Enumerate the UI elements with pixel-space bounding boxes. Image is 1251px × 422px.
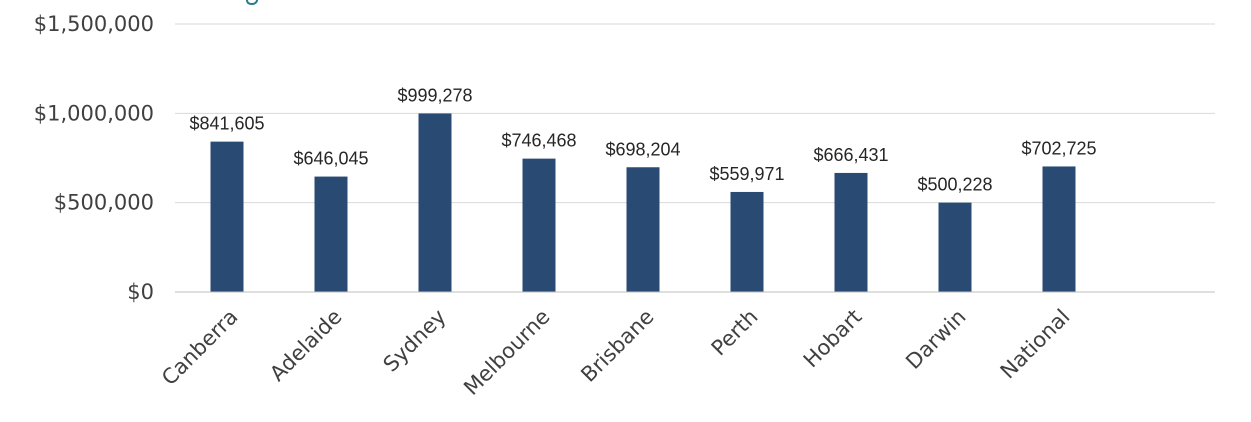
data-label-brisbane: $698,204 [605, 139, 680, 159]
y-tick-label: $1,000,000 [34, 101, 154, 125]
bar-hobart [834, 172, 868, 292]
x-tick-label-canberra: Canberra [157, 305, 242, 390]
bars [210, 113, 1076, 292]
x-axis-ticks: Canberra Adelaide Sydney Melbourne Brisbane P… [157, 305, 1074, 400]
bar-melbourne [522, 158, 556, 292]
x-tick-label-sydney: Sydney [379, 305, 451, 377]
x-tick-label-perth: Perth [707, 305, 763, 361]
bar-perth [730, 191, 764, 292]
data-label-national: $702,725 [1021, 138, 1096, 158]
x-tick-label-hobart: Hobart [799, 305, 867, 373]
x-tick-label-melbourne: Melbourne [459, 305, 554, 400]
cropped-title-fragment [246, 0, 258, 6]
x-tick-label-adelaide: Adelaide [265, 305, 346, 386]
y-tick-label: $0 [127, 280, 154, 304]
bar-national [1042, 166, 1076, 292]
data-label-adelaide: $646,045 [293, 149, 368, 169]
data-label-darwin: $500,228 [917, 175, 992, 195]
y-tick-label: $500,000 [54, 191, 154, 215]
bar-sydney [418, 113, 452, 292]
data-label-sydney: $999,278 [397, 85, 472, 105]
bar-canberra [210, 141, 244, 292]
data-label-perth: $559,971 [709, 164, 784, 184]
x-tick-label-darwin: Darwin [901, 305, 970, 374]
bar-adelaide [314, 176, 348, 292]
data-labels: $841,605 $646,045 $999,278 $746,468 $698,204… [189, 85, 1096, 194]
gridlines [175, 23, 1215, 204]
data-label-canberra: $841,605 [189, 114, 264, 134]
x-tick-label-national: National [996, 305, 1075, 384]
data-label-melbourne: $746,468 [501, 131, 576, 151]
x-tick-label-brisbane: Brisbane [576, 305, 658, 387]
bar-brisbane [626, 167, 660, 292]
data-label-hobart: $666,431 [813, 145, 888, 165]
y-tick-label: $1,500,000 [34, 12, 154, 36]
y-axis-ticks: $0 $500,000 $1,000,000 $1,500,000 [34, 12, 154, 304]
bar-darwin [938, 202, 972, 292]
